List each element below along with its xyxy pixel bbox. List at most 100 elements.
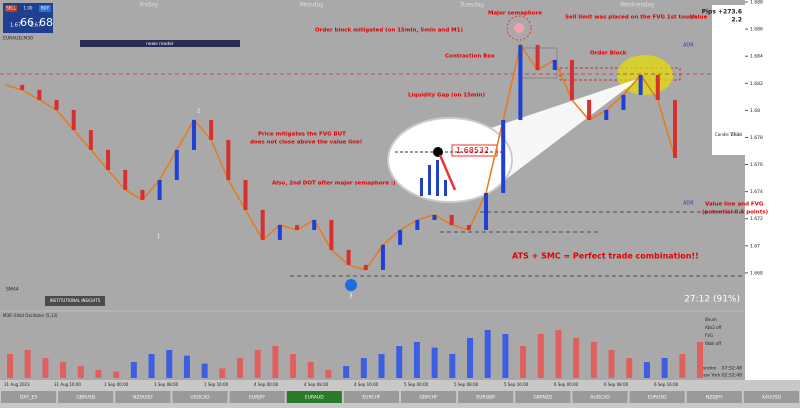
tab[interactable] bbox=[172, 391, 228, 403]
annotation: Major semaphore bbox=[488, 11, 542, 17]
price-line bbox=[4, 43, 676, 271]
osc-legend: Bnum bbox=[705, 317, 717, 322]
candle bbox=[88, 130, 93, 150]
price-tick-label: 1.682 bbox=[750, 81, 763, 87]
tab[interactable] bbox=[401, 391, 457, 403]
sell-label: SELL bbox=[6, 6, 16, 11]
price-tick-label: 1.688 bbox=[750, 0, 763, 6]
insight-label: INSTITUTIONAL INSIGHTS bbox=[50, 298, 101, 303]
tab[interactable] bbox=[343, 391, 399, 403]
main-panel bbox=[0, 0, 745, 310]
candle bbox=[432, 214, 437, 220]
tab-label: GBPCHF bbox=[419, 395, 438, 401]
sell-button[interactable] bbox=[5, 5, 17, 12]
tab-label: GBPUSD bbox=[76, 395, 95, 401]
sell-pips: 66 bbox=[20, 16, 34, 29]
annotation: Price mitigates the FVG BUT bbox=[258, 132, 346, 138]
day-label: Tuesday bbox=[459, 2, 485, 9]
x-tick-label: 1 Sep 00:00 bbox=[104, 382, 129, 387]
tab[interactable] bbox=[286, 391, 342, 403]
candle bbox=[552, 59, 557, 70]
candle bbox=[466, 224, 471, 230]
tab-label: EURJPY bbox=[249, 395, 265, 401]
osc-bar bbox=[95, 370, 102, 378]
x-tick-label: 1 Sep 08:00 bbox=[154, 382, 179, 387]
tab-label: EURGBP bbox=[476, 395, 495, 401]
osc-title: M30: Elliot Oscillator (5,13) bbox=[3, 313, 58, 318]
annotation: Liquidity Gap (on 15min) bbox=[408, 93, 485, 99]
osc-bar bbox=[679, 354, 686, 378]
timer: 27:12 (91%) bbox=[684, 295, 740, 305]
tab[interactable] bbox=[1, 391, 57, 403]
lot: 1.00 bbox=[24, 6, 33, 11]
tab[interactable] bbox=[115, 391, 171, 403]
candle bbox=[415, 219, 420, 230]
tab[interactable] bbox=[572, 391, 628, 403]
osc-bar bbox=[484, 330, 491, 378]
spread: 2.2 bbox=[731, 17, 742, 24]
tab[interactable] bbox=[515, 391, 571, 403]
candle bbox=[638, 75, 643, 95]
tab-label: USDCAD bbox=[190, 395, 210, 401]
osc-bar bbox=[343, 366, 350, 378]
osc-bar bbox=[467, 338, 473, 378]
x-tick-label: 5 Sep 00:00 bbox=[404, 382, 429, 387]
tab[interactable] bbox=[686, 391, 742, 403]
osc-bar bbox=[307, 362, 314, 378]
osc-bar bbox=[590, 342, 597, 378]
adr-label: ADR bbox=[683, 201, 694, 207]
candle bbox=[363, 264, 368, 270]
zoom-dot bbox=[433, 147, 443, 157]
symbol: EURAUD,M30 bbox=[3, 36, 33, 42]
osc-bar bbox=[697, 342, 703, 378]
osc-bar bbox=[183, 355, 190, 378]
x-tick-label: 5 Sep 08:00 bbox=[454, 382, 479, 387]
insight-button[interactable] bbox=[45, 296, 105, 306]
annotation: Contraction Box bbox=[445, 54, 495, 60]
candle bbox=[587, 99, 592, 120]
candle-time: 27:14 bbox=[730, 132, 742, 137]
osc-bar bbox=[42, 358, 49, 378]
candle bbox=[20, 84, 25, 90]
tab-label: NZDJPY bbox=[706, 395, 723, 401]
osc-bar bbox=[166, 350, 173, 378]
adr-label: ADR bbox=[683, 43, 694, 49]
candle bbox=[295, 224, 300, 230]
x-tick-label: 6 Sep 00:00 bbox=[554, 382, 579, 387]
day-label: Monday bbox=[300, 2, 324, 9]
candle bbox=[209, 119, 214, 140]
candle bbox=[655, 75, 660, 100]
annotation: Sell limit was placed on the FVG 1st tou… bbox=[565, 15, 696, 21]
osc-bar bbox=[626, 358, 633, 378]
ny-time: 02:52:48 bbox=[722, 373, 742, 379]
buy-label: BUY bbox=[41, 6, 50, 11]
osc-bar bbox=[272, 346, 279, 378]
candle bbox=[449, 214, 454, 225]
price-tick-label: 1.67 bbox=[750, 243, 760, 249]
tab[interactable] bbox=[458, 391, 514, 403]
tab-label: NZDUSD bbox=[133, 395, 153, 401]
candle bbox=[380, 244, 385, 270]
buy-button[interactable] bbox=[39, 5, 51, 12]
candle bbox=[621, 94, 626, 110]
tab[interactable] bbox=[743, 391, 799, 403]
zoom-price: 1.68532 bbox=[456, 146, 489, 155]
tab[interactable] bbox=[229, 391, 285, 403]
x-tick-label: 31 Aug 16:00 bbox=[54, 382, 81, 387]
sma-label: SMA4 bbox=[6, 287, 19, 293]
candle bbox=[329, 219, 334, 250]
zoom-fvg bbox=[451, 144, 498, 157]
osc-bar bbox=[60, 362, 67, 378]
osc-bar bbox=[290, 354, 297, 378]
candle bbox=[535, 44, 540, 70]
osc-bar bbox=[537, 334, 544, 378]
candle bbox=[346, 249, 351, 265]
candle bbox=[123, 169, 128, 190]
tab[interactable] bbox=[58, 391, 114, 403]
tab[interactable] bbox=[629, 391, 685, 403]
headline: ATS + SMC = Perfect trade combination!! bbox=[512, 252, 699, 261]
osc-bar bbox=[502, 334, 509, 378]
semaphore-dot bbox=[514, 23, 524, 33]
x-tick-label: 6 Sep 08:00 bbox=[604, 382, 629, 387]
price-tick-label: 1.676 bbox=[750, 162, 763, 168]
